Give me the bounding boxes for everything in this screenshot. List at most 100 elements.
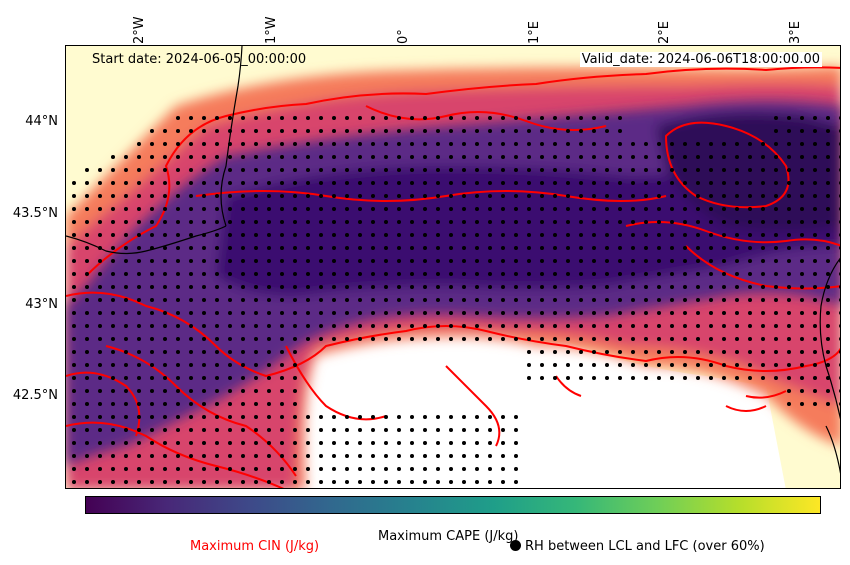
rh-dot bbox=[176, 272, 180, 276]
rh-dot bbox=[748, 181, 752, 185]
rh-dot bbox=[514, 194, 518, 198]
rh-dot bbox=[397, 480, 401, 484]
rh-dot bbox=[371, 220, 375, 224]
rh-dot bbox=[735, 220, 739, 224]
rh-dot bbox=[137, 220, 141, 224]
rh-dot bbox=[150, 285, 154, 289]
rh-dot bbox=[566, 363, 570, 367]
rh-dot bbox=[800, 259, 804, 263]
rh-dot bbox=[332, 298, 336, 302]
rh-dot bbox=[631, 246, 635, 250]
rh-dot bbox=[306, 181, 310, 185]
rh-dot bbox=[72, 441, 76, 445]
rh-dot bbox=[709, 285, 713, 289]
rh-dot bbox=[683, 220, 687, 224]
rh-dot bbox=[644, 337, 648, 341]
rh-dot bbox=[228, 233, 232, 237]
rh-dot bbox=[280, 246, 284, 250]
rh-dot bbox=[254, 376, 258, 380]
rh-dot bbox=[839, 285, 840, 289]
rh-dot bbox=[761, 337, 765, 341]
rh-dot bbox=[293, 480, 297, 484]
rh-dot bbox=[592, 116, 596, 120]
rh-dot bbox=[501, 415, 505, 419]
rh-dot bbox=[501, 259, 505, 263]
rh-dot bbox=[410, 155, 414, 159]
rh-dot bbox=[813, 324, 817, 328]
rh-dot bbox=[85, 350, 89, 354]
rh-dot bbox=[228, 194, 232, 198]
rh-dot bbox=[111, 337, 115, 341]
rh-dot bbox=[293, 116, 297, 120]
rh-dot bbox=[98, 350, 102, 354]
rh-dot bbox=[163, 324, 167, 328]
rh-dot bbox=[514, 220, 518, 224]
rh-dot bbox=[423, 168, 427, 172]
rh-dot bbox=[839, 324, 840, 328]
rh-dot bbox=[72, 220, 76, 224]
rh-dot bbox=[332, 181, 336, 185]
rh-dot bbox=[748, 337, 752, 341]
rh-dot bbox=[358, 298, 362, 302]
rh-dot bbox=[137, 272, 141, 276]
rh-dot bbox=[241, 376, 245, 380]
rh-dot bbox=[410, 467, 414, 471]
rh-dot bbox=[72, 207, 76, 211]
rh-dot bbox=[605, 246, 609, 250]
rh-dot bbox=[397, 311, 401, 315]
rh-dot bbox=[709, 259, 713, 263]
rh-dot bbox=[735, 142, 739, 146]
rh-dot bbox=[748, 350, 752, 354]
rh-dot bbox=[527, 246, 531, 250]
rh-dot bbox=[176, 233, 180, 237]
rh-dot bbox=[501, 285, 505, 289]
rh-dot bbox=[345, 246, 349, 250]
rh-dot bbox=[787, 337, 791, 341]
rh-dot bbox=[800, 402, 804, 406]
rh-dot bbox=[228, 272, 232, 276]
rh-dot bbox=[85, 272, 89, 276]
rh-dot bbox=[631, 142, 635, 146]
rh-dot bbox=[111, 194, 115, 198]
rh-dot bbox=[436, 220, 440, 224]
rh-dot bbox=[371, 181, 375, 185]
rh-dot bbox=[566, 376, 570, 380]
rh-dot bbox=[449, 337, 453, 341]
rh-dot bbox=[176, 285, 180, 289]
rh-dot bbox=[657, 272, 661, 276]
rh-dot bbox=[839, 220, 840, 224]
rh-dot bbox=[436, 194, 440, 198]
rh-dot bbox=[241, 311, 245, 315]
map-panel[interactable] bbox=[65, 45, 841, 489]
rh-dot bbox=[319, 415, 323, 419]
rh-dot bbox=[501, 324, 505, 328]
rh-dot bbox=[384, 311, 388, 315]
rh-dot bbox=[670, 220, 674, 224]
rh-dot bbox=[163, 194, 167, 198]
rh-dot bbox=[358, 168, 362, 172]
rh-dot bbox=[319, 116, 323, 120]
rh-dot bbox=[475, 116, 479, 120]
rh-dot bbox=[228, 129, 232, 133]
rh-dot bbox=[605, 259, 609, 263]
rh-dot bbox=[462, 194, 466, 198]
rh-dot bbox=[176, 402, 180, 406]
rh-dot bbox=[735, 272, 739, 276]
rh-dot bbox=[358, 116, 362, 120]
rh-dot bbox=[592, 181, 596, 185]
rh-dot bbox=[189, 376, 193, 380]
rh-dot bbox=[579, 142, 583, 146]
rh-dot bbox=[189, 298, 193, 302]
rh-dot bbox=[358, 181, 362, 185]
rh-dot bbox=[683, 376, 687, 380]
rh-dot bbox=[696, 181, 700, 185]
rh-dot bbox=[618, 246, 622, 250]
rh-dot bbox=[709, 233, 713, 237]
rh-dot bbox=[774, 311, 778, 315]
rh-dot bbox=[150, 181, 154, 185]
rh-dot bbox=[293, 454, 297, 458]
rh-dot bbox=[540, 363, 544, 367]
rh-dot bbox=[605, 272, 609, 276]
rh-dot bbox=[800, 363, 804, 367]
rh-dot bbox=[579, 337, 583, 341]
